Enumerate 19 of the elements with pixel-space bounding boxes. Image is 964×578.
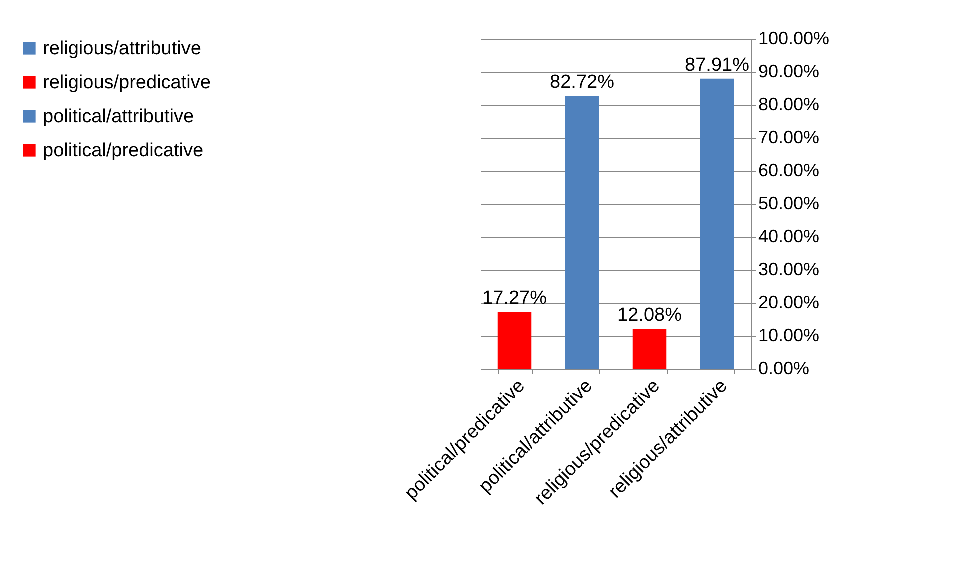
data-label: 12.08% xyxy=(618,305,682,326)
y-tick-label: 20.00% xyxy=(758,292,820,312)
y-tick-label: 80.00% xyxy=(758,94,820,114)
y-tick-label: 30.00% xyxy=(758,260,820,280)
y-tick-label: 60.00% xyxy=(758,160,820,180)
legend-label: religious/attributive xyxy=(43,38,202,60)
y-tick-label: 0.00% xyxy=(758,358,810,378)
y-tick-label: 70.00% xyxy=(758,128,820,148)
y-tick-label: 10.00% xyxy=(758,326,820,346)
y-tick-label: 40.00% xyxy=(758,226,820,246)
data-label: 82.72% xyxy=(550,72,615,94)
legend-label: religious/predicative xyxy=(43,72,211,94)
y-tick-label: 50.00% xyxy=(758,194,820,214)
legend-label: political/attributive xyxy=(43,106,194,128)
legend-label: political/predicative xyxy=(43,140,204,162)
y-tick-label: 90.00% xyxy=(758,62,820,82)
data-label: 87.91% xyxy=(685,54,750,76)
y-tick-label: 100.00% xyxy=(758,28,830,48)
data-label: 17.27% xyxy=(482,288,548,310)
